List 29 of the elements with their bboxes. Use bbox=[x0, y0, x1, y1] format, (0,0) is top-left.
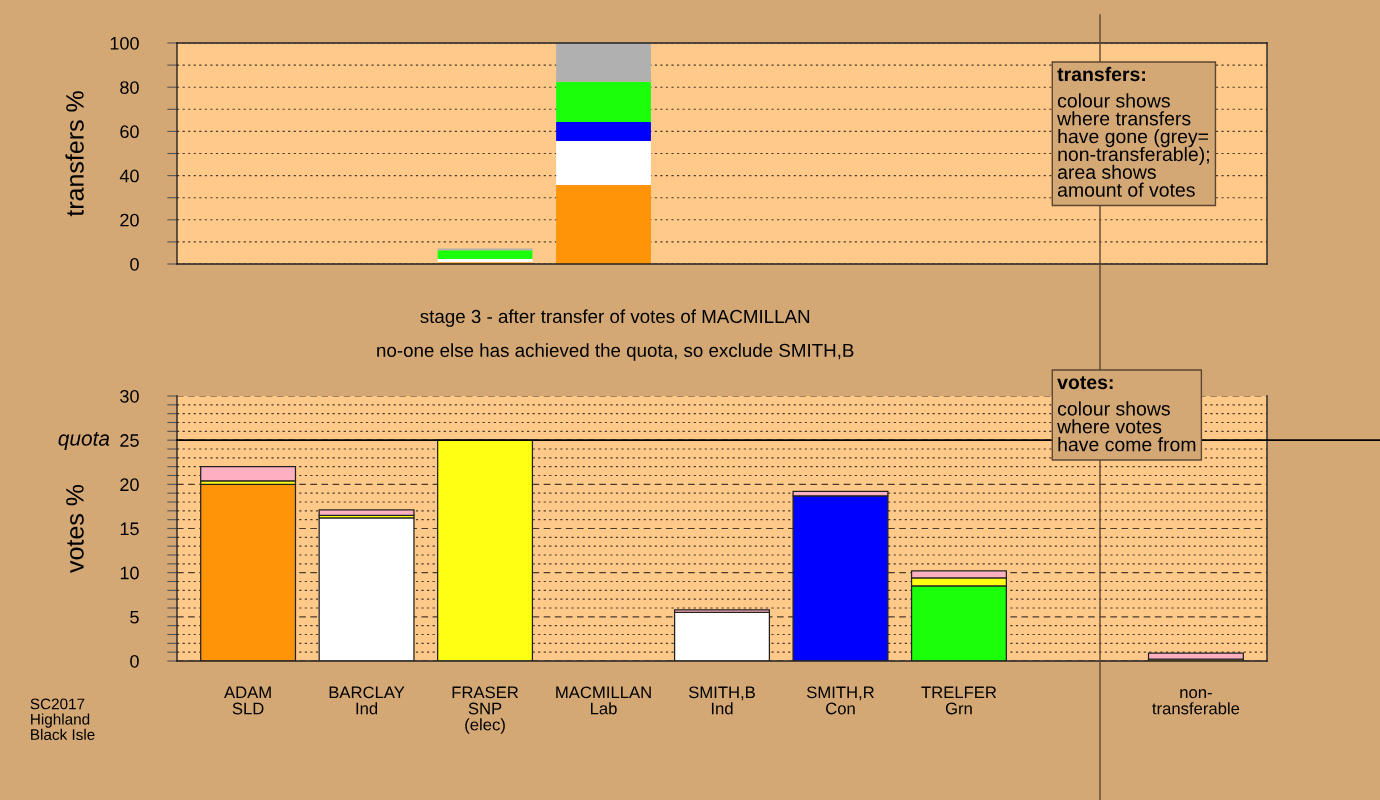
y-axis-title: transfers % bbox=[65, 91, 84, 217]
y-axis-title: votes % bbox=[66, 484, 84, 573]
y-tick-label: 25 bbox=[120, 434, 139, 447]
y-tick-label: 20 bbox=[120, 478, 139, 492]
y-tick-label: 5 bbox=[130, 610, 139, 624]
y-tick-label: 10 bbox=[120, 566, 139, 580]
y-tick-label: 30 bbox=[120, 389, 139, 403]
x-tick-label: SMITH,R Con bbox=[806, 686, 874, 715]
x-tick-label: BARCLAY Ind bbox=[329, 686, 405, 715]
annotation: transfers: colour shows where transfers have gone (grey= non-transferable); area shows amount of votes bbox=[1057, 66, 1209, 197]
text: SC2017 Highland Black Isle bbox=[30, 698, 95, 741]
y-tick-label: 0 bbox=[130, 257, 139, 271]
ref-line-label: quota bbox=[58, 432, 110, 450]
y-tick-label: 15 bbox=[120, 522, 139, 536]
y-tick-label: 80 bbox=[120, 81, 139, 94]
annotation: votes: colour shows where votes have come from bbox=[1057, 376, 1196, 452]
y-tick-label: 0 bbox=[130, 654, 139, 668]
y-tick-label: 100 bbox=[110, 36, 139, 50]
x-tick-label: ADAM SLD bbox=[224, 686, 271, 715]
x-tick-label: TRELFER Grn bbox=[921, 686, 997, 715]
x-tick-label: non- transferable bbox=[1152, 689, 1240, 715]
y-tick-label: 40 bbox=[119, 169, 139, 183]
x-tick-label: FRASER SNP (elec) bbox=[452, 686, 519, 734]
y-tick-label: 60 bbox=[120, 125, 139, 139]
x-tick-label: SMITH,B Ind bbox=[688, 686, 755, 715]
y-tick-label: 20 bbox=[120, 213, 139, 227]
chart-title: stage 3 - after transfer of votes of MACMILLAN bbox=[420, 309, 810, 327]
x-tick-label: MACMILLAN Lab bbox=[556, 686, 651, 715]
chart-subtitle: no-one else has achieved the quota, so exclude SMITH,B bbox=[377, 343, 854, 361]
